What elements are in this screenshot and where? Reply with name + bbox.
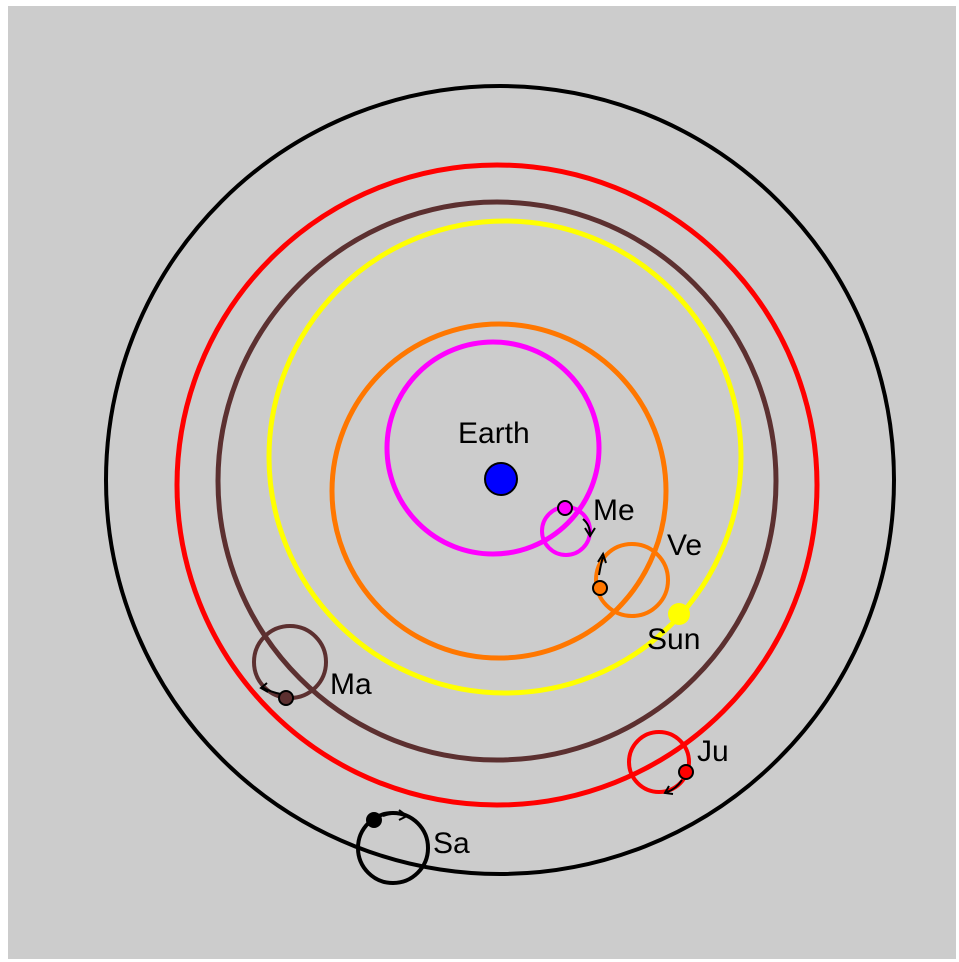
sun-label: Sun xyxy=(647,623,700,656)
jupiter-deferent xyxy=(174,162,820,808)
mercury-marker xyxy=(557,500,573,516)
jupiter-marker xyxy=(678,764,694,780)
mars-epicycle xyxy=(252,624,328,700)
venus-direction-arrow xyxy=(597,551,607,576)
jupiter-label: Ju xyxy=(697,735,729,768)
mars-direction-arrow xyxy=(259,682,282,695)
sun-marker xyxy=(668,603,690,625)
jupiter-epicycle xyxy=(627,730,691,794)
saturn-deferent xyxy=(104,84,896,876)
jupiter-direction-arrow xyxy=(663,779,683,795)
earth-marker xyxy=(484,462,518,496)
geocentric-model-diagram: Earth Me Ve Sun Ma Ju Sa xyxy=(104,84,896,885)
saturn-direction-arrow xyxy=(382,809,409,821)
venus-label: Ve xyxy=(667,529,702,562)
sun-orbit xyxy=(266,218,744,696)
mars-marker xyxy=(278,690,294,706)
earth-label: Earth xyxy=(458,417,530,450)
saturn-label: Sa xyxy=(433,827,470,860)
venus-deferent xyxy=(329,321,669,661)
mercury-direction-arrow xyxy=(582,518,596,538)
mars-label: Ma xyxy=(330,668,372,701)
mars-deferent xyxy=(215,199,779,763)
venus-epicycle xyxy=(594,542,670,618)
venus-marker xyxy=(592,580,608,596)
diagram-background: Earth Me Ve Sun Ma Ju Sa xyxy=(8,6,956,959)
mercury-label: Me xyxy=(593,494,635,527)
mercury-deferent xyxy=(384,339,602,557)
saturn-marker xyxy=(366,812,382,828)
